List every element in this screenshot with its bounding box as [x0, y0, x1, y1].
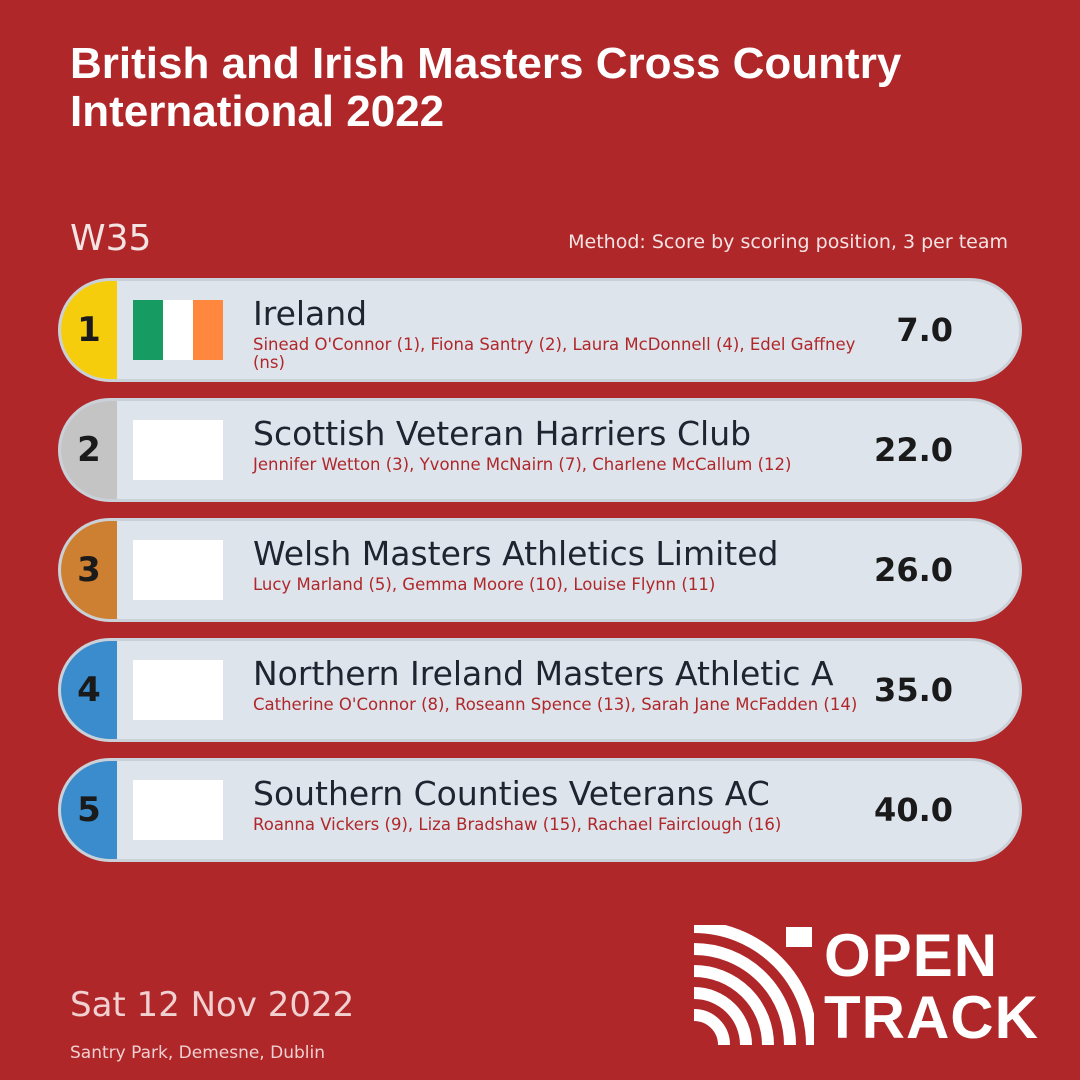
team-name: Southern Counties Veterans AC	[253, 774, 770, 813]
page-title: British and Irish Masters Cross Country …	[70, 39, 902, 136]
team-name: Ireland	[253, 294, 368, 333]
track-lanes-icon	[694, 925, 814, 1045]
results-list: 1 Ireland Sinead O'Connor (1), Fiona San…	[58, 278, 1022, 878]
team-name: Welsh Masters Athletics Limited	[253, 534, 779, 573]
position-badge: 5	[61, 761, 117, 859]
result-row: 5 Southern Counties Veterans AC Roanna V…	[58, 758, 1022, 862]
team-score: 40.0	[874, 791, 953, 829]
team-name: Scottish Veteran Harriers Club	[253, 414, 752, 453]
team-score: 35.0	[874, 671, 953, 709]
team-score: 7.0	[896, 311, 953, 349]
logo-line-2: TRACK	[824, 984, 1039, 1051]
team-athletes: Roanna Vickers (9), Liza Bradshaw (15), …	[253, 815, 782, 834]
opentrack-logo: OPEN TRACK	[694, 925, 1044, 1049]
team-score: 26.0	[874, 551, 953, 589]
flag-stripe-green	[133, 300, 163, 360]
result-row: 1 Ireland Sinead O'Connor (1), Fiona San…	[58, 278, 1022, 382]
logo-line-1: OPEN	[824, 922, 999, 989]
blank-flag-icon	[133, 780, 223, 840]
team-athletes: Catherine O'Connor (8), Roseann Spence (…	[253, 695, 858, 714]
flag-stripe-white	[163, 300, 193, 360]
result-row: 2 Scottish Veteran Harriers Club Jennife…	[58, 398, 1022, 502]
blank-flag-icon	[133, 660, 223, 720]
result-row: 3 Welsh Masters Athletics Limited Lucy M…	[58, 518, 1022, 622]
position-badge: 4	[61, 641, 117, 739]
position-badge: 2	[61, 401, 117, 499]
blank-flag-icon	[133, 420, 223, 480]
team-name: Northern Ireland Masters Athletic A	[253, 654, 834, 693]
ireland-flag-icon	[133, 300, 223, 360]
blank-flag-icon	[133, 540, 223, 600]
position-badge: 3	[61, 521, 117, 619]
scoring-method: Method: Score by scoring position, 3 per…	[568, 231, 1008, 253]
team-athletes: Sinead O'Connor (1), Fiona Santry (2), L…	[253, 335, 856, 372]
result-row: 4 Northern Ireland Masters Athletic A Ca…	[58, 638, 1022, 742]
flag-stripe-orange	[193, 300, 223, 360]
logo-wordmark: OPEN TRACK	[824, 925, 1039, 1049]
event-venue: Santry Park, Demesne, Dublin	[70, 1043, 325, 1063]
team-athletes: Jennifer Wetton (3), Yvonne McNairn (7),…	[253, 455, 792, 474]
team-athletes: Lucy Marland (5), Gemma Moore (10), Loui…	[253, 575, 716, 594]
team-score: 22.0	[874, 431, 953, 469]
position-badge: 1	[61, 281, 117, 379]
event-date: Sat 12 Nov 2022	[70, 985, 355, 1025]
category-label: W35	[70, 218, 152, 259]
